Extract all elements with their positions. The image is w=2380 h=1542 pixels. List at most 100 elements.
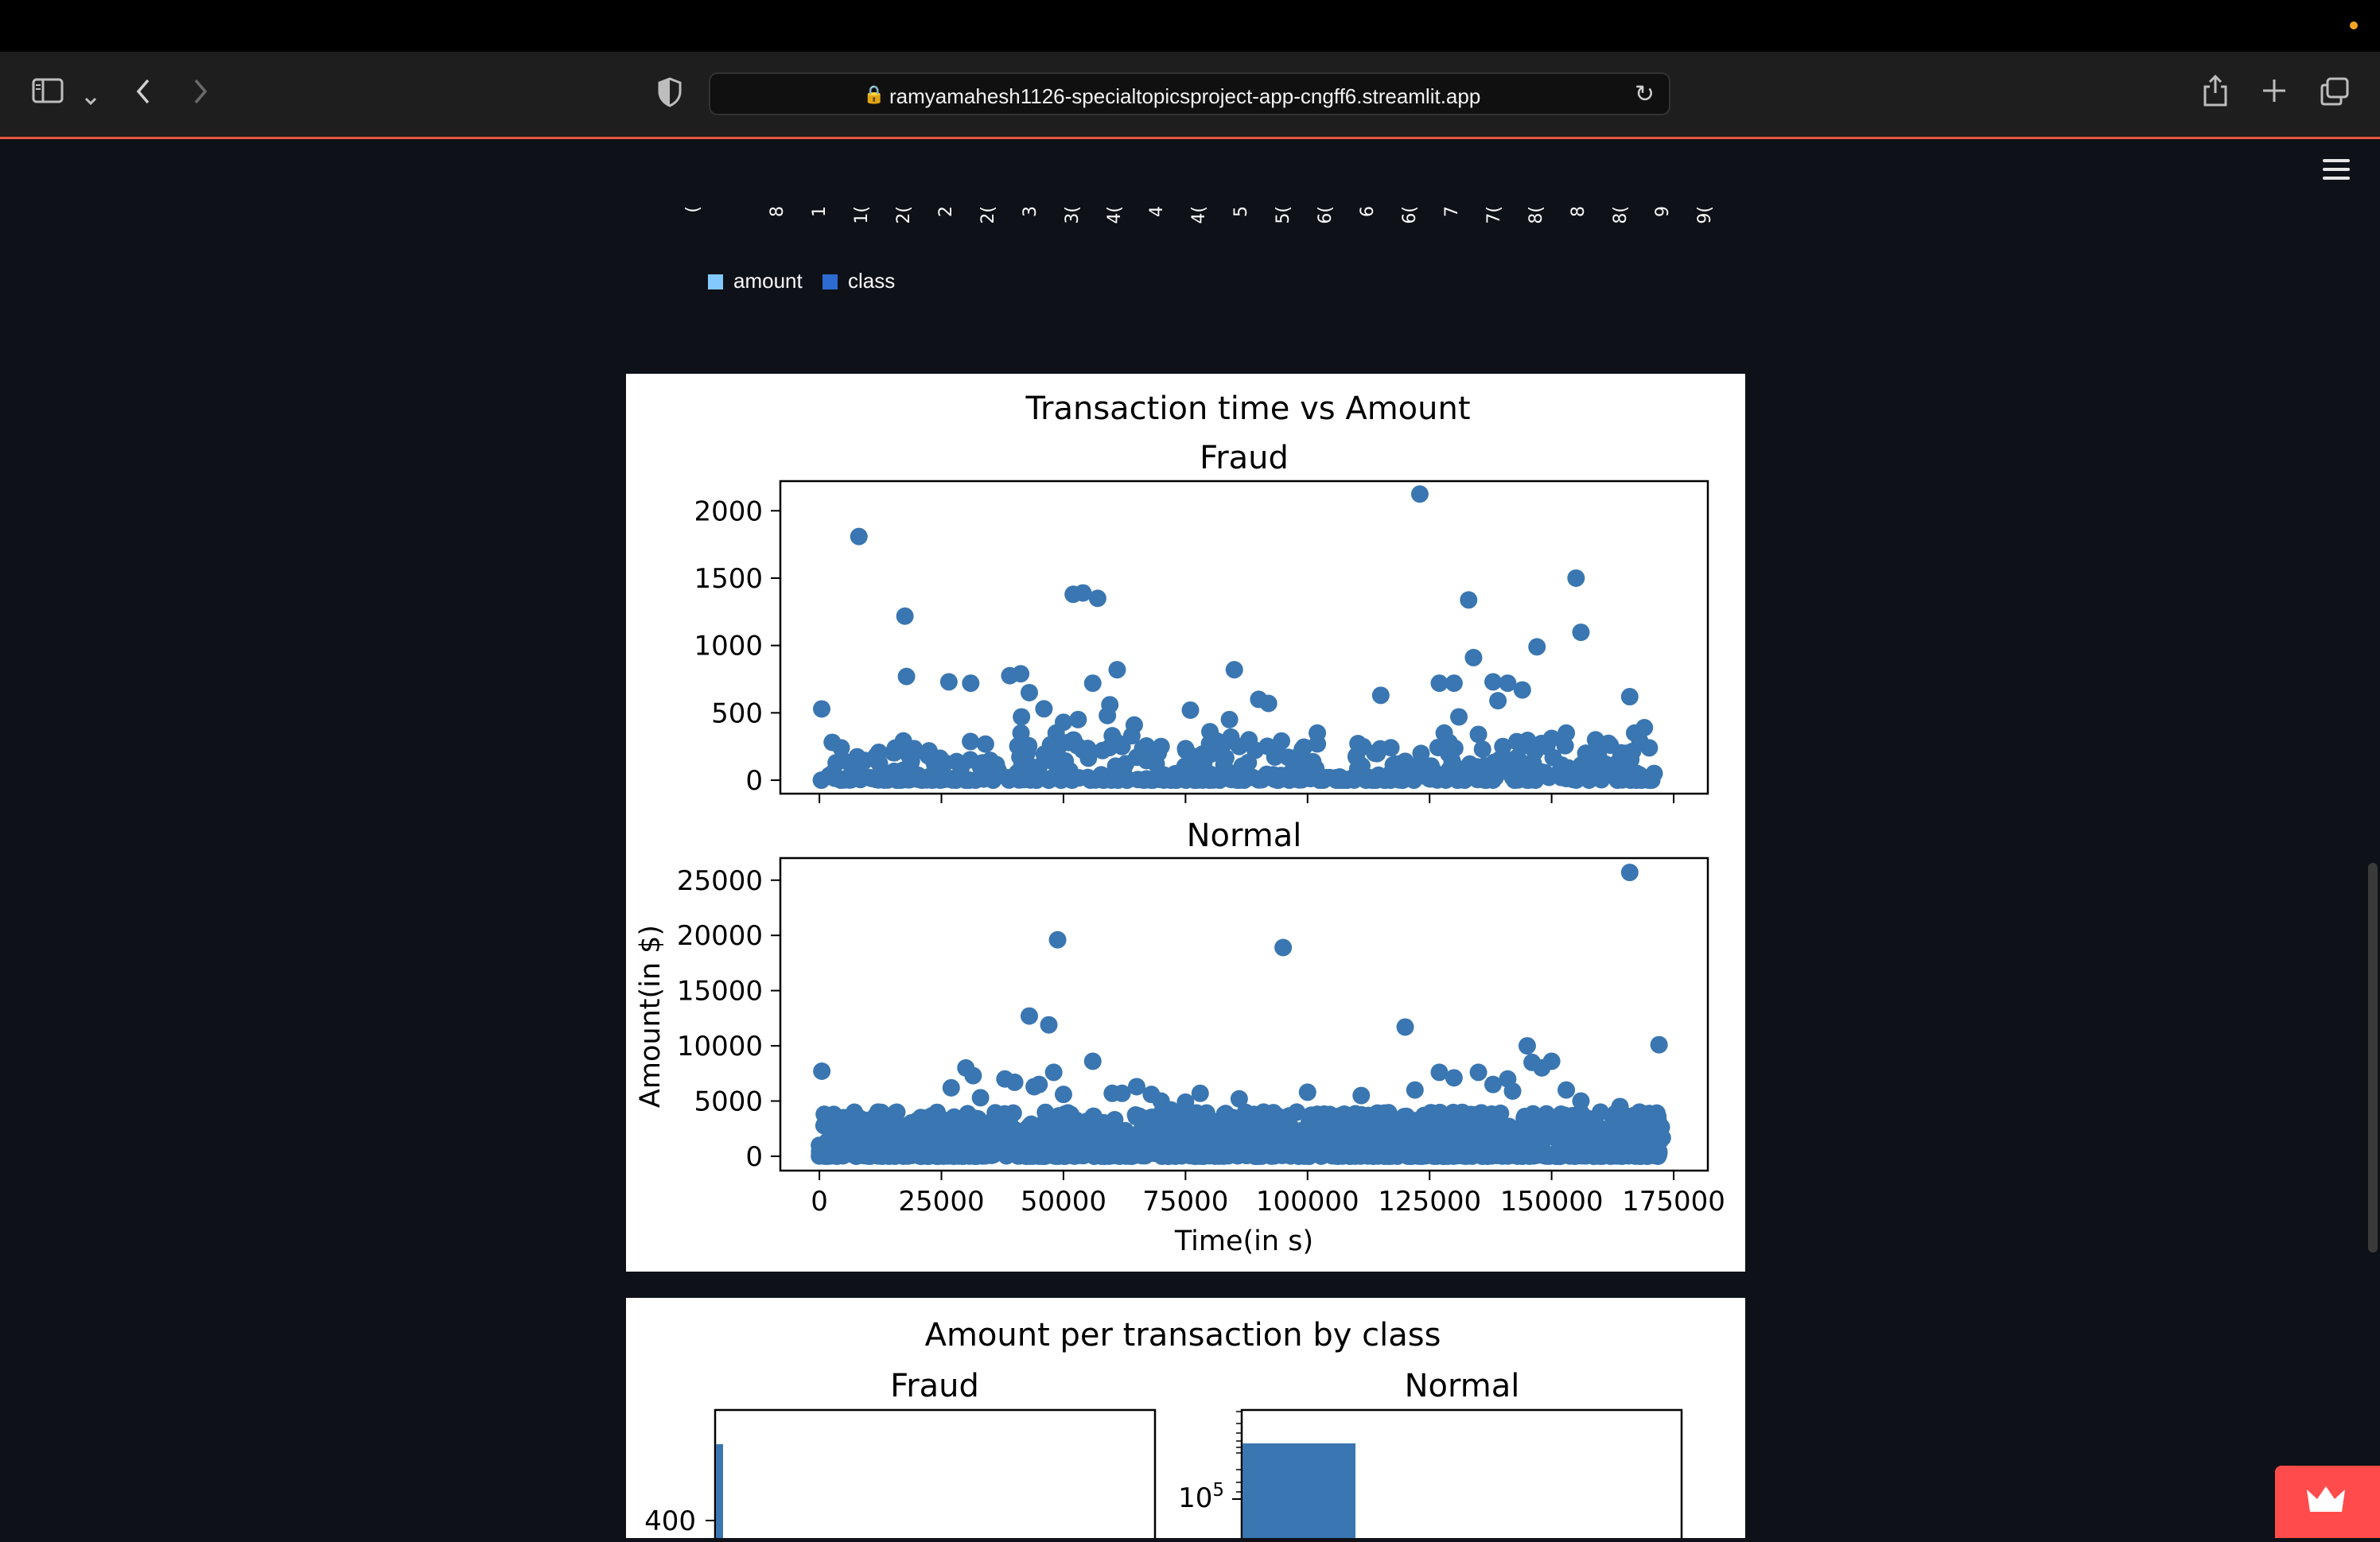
scatter-point (916, 1144, 935, 1162)
x-tick-label: 75000 (1142, 1186, 1228, 1218)
scatter-point (1036, 1103, 1055, 1121)
scatter-point (1464, 1144, 1482, 1163)
scatter-point (1215, 1105, 1234, 1124)
scatter-point (1074, 584, 1092, 602)
x-axis-label: Time(in s) (1174, 1225, 1313, 1257)
scatter-point (1124, 1126, 1142, 1144)
address-bar[interactable]: 🔒 ramyamahesh1126-specialtopicsproject-a… (709, 72, 1670, 115)
plus-icon[interactable] (2261, 77, 2288, 111)
scatter-point (1606, 1147, 1624, 1165)
scatter-point (889, 1114, 907, 1132)
scatter-point (1558, 1081, 1576, 1099)
x-tick-label: 150000 (1500, 1186, 1604, 1218)
scatter-point (952, 1147, 970, 1165)
scatter-point (884, 744, 902, 762)
figure2-suptitle: Amount per transaction by class (925, 1317, 1441, 1354)
scatter-point (1460, 591, 1478, 609)
shield-icon[interactable] (657, 77, 682, 114)
scatter-point (1631, 732, 1649, 751)
scatter-point (1250, 771, 1268, 789)
scatter-point (1125, 1144, 1143, 1162)
legend-item-class: class (822, 269, 895, 293)
back-icon[interactable] (134, 77, 153, 112)
scatter-point (1434, 1140, 1452, 1159)
x-tick-label: 4 (1147, 206, 1167, 217)
reload-icon[interactable]: ↻ (1634, 81, 1655, 107)
scatter-point (1040, 1016, 1058, 1034)
scatter-point (896, 607, 914, 625)
scatter-point (1371, 686, 1390, 705)
scatter-point (1052, 771, 1071, 790)
scatter-point (936, 754, 955, 772)
scatter-point (1445, 1069, 1463, 1087)
scatter-point (1367, 771, 1385, 790)
scatter-point (908, 1120, 926, 1138)
scatter-point (1390, 1116, 1409, 1134)
url-text: ramyamahesh1126-specialtopicsproject-app… (889, 84, 1481, 108)
forward-icon[interactable] (191, 77, 210, 112)
scatter-point (1396, 1018, 1414, 1036)
scatter-point (1011, 1139, 1029, 1157)
scatter-points (812, 485, 1663, 790)
scatter-point (943, 1132, 962, 1151)
scatter-point (1537, 1114, 1555, 1132)
scatter-point (1064, 731, 1083, 749)
streamlit-badge[interactable] (2275, 1466, 2380, 1538)
scatter-point (1572, 623, 1590, 642)
scatter-point (1259, 694, 1278, 713)
scatter-point (1176, 740, 1195, 758)
sidebar-icon[interactable] (32, 77, 64, 111)
scatter-point (1333, 1146, 1351, 1164)
scatter-point (1125, 716, 1143, 734)
browser-toolbar: 🔒 ramyamahesh1126-specialtopicsproject-a… (0, 52, 2380, 139)
x-tick-label: 7 (1442, 206, 1462, 217)
scatter-point (1635, 718, 1654, 736)
scatter-point (1526, 743, 1544, 761)
scatter-point (1620, 864, 1639, 882)
scatter-point (1127, 1078, 1145, 1096)
y-tick-label: 1000 (694, 631, 763, 662)
crown-icon (2307, 1486, 2345, 1512)
tabs-icon[interactable] (2320, 77, 2350, 112)
x-tick-label: 1( (852, 206, 872, 224)
scatter-point (1580, 769, 1598, 787)
scatter-point (1412, 744, 1430, 763)
share-icon[interactable] (2202, 74, 2229, 114)
x-tick-label: 9 (1653, 206, 1673, 217)
x-tick-label: 8( (1526, 206, 1546, 224)
scatter-point (1069, 710, 1087, 728)
scatter-point (1062, 1105, 1080, 1124)
chevron-down-icon[interactable] (83, 84, 99, 115)
y-tick-label: 20000 (677, 920, 763, 952)
scatter-point (1048, 930, 1067, 949)
scatter-point (1284, 749, 1302, 767)
scatter-point (1012, 665, 1030, 683)
figure-amount-per-transaction: Amount per transaction by class Fraud No… (626, 1298, 1745, 1538)
scatter-point (1566, 1147, 1585, 1165)
scatter-point (875, 771, 893, 789)
x-tick-label: 50000 (1021, 1186, 1106, 1218)
scatter-point (1040, 771, 1058, 790)
scatter-point (961, 1134, 979, 1152)
scatter-point (1289, 1147, 1308, 1165)
scatter-point (813, 1062, 831, 1081)
scatter-point (1469, 725, 1488, 744)
scatter-point (1290, 771, 1309, 789)
x-tick-label: 8 (768, 206, 788, 217)
scatter-point (869, 743, 888, 761)
scatter-point (869, 1103, 887, 1121)
scatter-point (1589, 745, 1608, 763)
scatter-point (1225, 661, 1243, 679)
scrollbar[interactable] (2368, 863, 2378, 1253)
y-axis-label: Amount(in $) (635, 925, 667, 1108)
main-menu-button[interactable] (2323, 159, 2350, 181)
scatter-point (962, 674, 980, 693)
x-tick-label: 8( (1611, 206, 1631, 224)
x-tick-label: 0 (811, 1186, 828, 1218)
scatter-point (1138, 752, 1156, 770)
scatter-point (1430, 674, 1449, 693)
scatter-point (834, 1109, 853, 1127)
scatter-point (1621, 771, 1639, 790)
scatter-point (1393, 771, 1411, 789)
normal-hist-title: Normal (1405, 1368, 1520, 1404)
